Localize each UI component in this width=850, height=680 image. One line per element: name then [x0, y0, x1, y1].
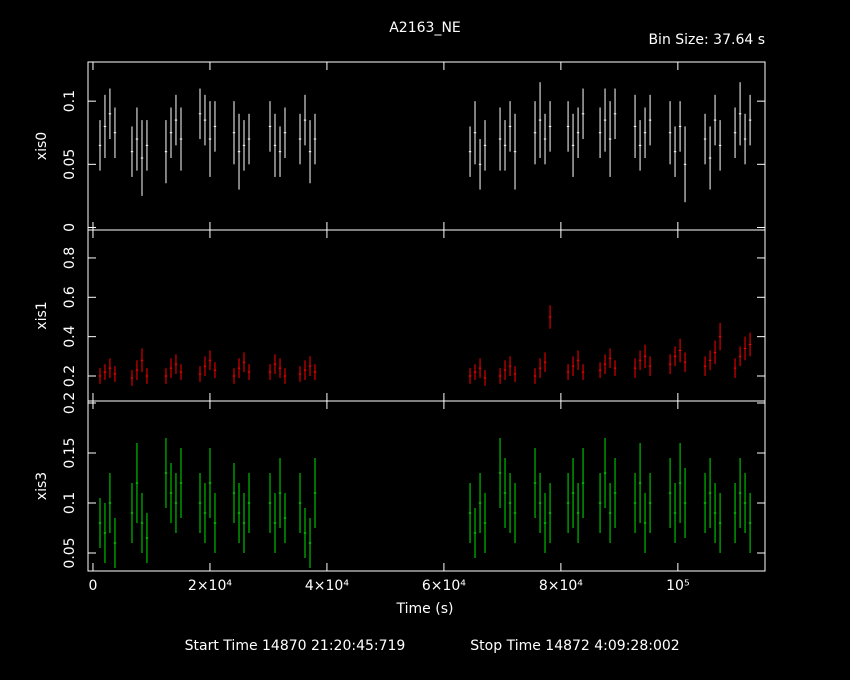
start-time: Start Time 14870 21:20:45:719	[185, 638, 406, 654]
y-tick-label: 0.05	[62, 149, 78, 180]
y-tick-label: 0.2	[62, 392, 78, 414]
y-tick-label: 0.05	[62, 537, 78, 568]
y-axis-label: xis0	[34, 132, 50, 160]
y-axis-label: xis3	[34, 472, 50, 500]
y-tick-label: 0.1	[62, 90, 78, 112]
chart-title: A2163_NE	[389, 20, 461, 36]
panel-frame	[87, 229, 766, 402]
x-tick-label: 6×10⁴	[422, 578, 466, 594]
x-tick-label: 8×10⁴	[539, 578, 583, 594]
panel-frame	[87, 61, 766, 231]
x-tick-label: 2×10⁴	[188, 578, 232, 594]
y-tick-label: 0.8	[62, 247, 78, 269]
x-axis-label: Time (s)	[396, 601, 454, 617]
bin-size: Bin Size: 37.64 s	[648, 32, 765, 48]
y-tick-label: 0	[62, 223, 78, 232]
y-tick-label: 0.4	[62, 325, 78, 347]
panel-frame	[87, 400, 766, 572]
y-tick-label: 0.15	[62, 437, 78, 468]
y-tick-label: 0.1	[62, 492, 78, 514]
x-tick-label: 4×10⁴	[305, 578, 349, 594]
x-tick-label: 10⁵	[666, 578, 689, 594]
stop-time: Stop Time 14872 4:09:28:002	[470, 638, 679, 654]
y-tick-label: 0.6	[62, 286, 78, 308]
y-axis-label: xis1	[34, 301, 50, 329]
y-tick-label: 0.2	[62, 365, 78, 387]
x-tick-label: 0	[89, 578, 98, 594]
